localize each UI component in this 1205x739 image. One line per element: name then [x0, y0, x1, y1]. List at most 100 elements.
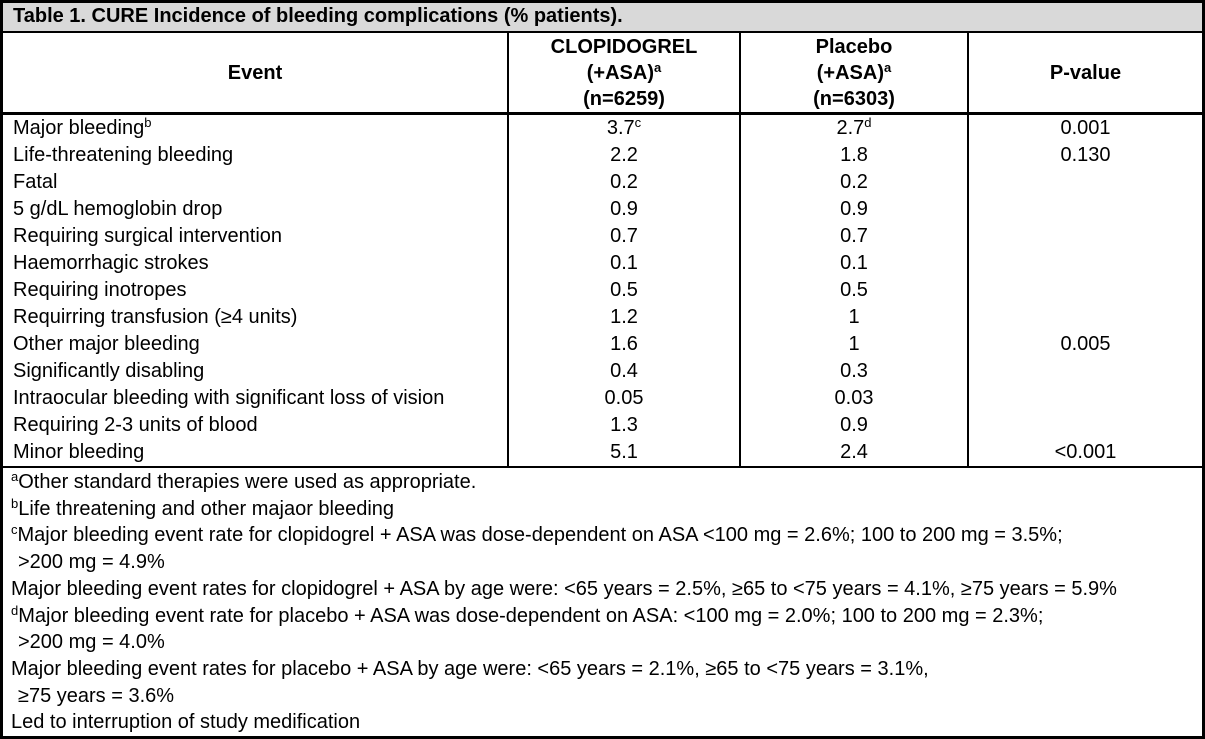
placebo-superscript: d: [864, 115, 872, 130]
placebo-value: 0.7: [840, 225, 868, 247]
footnote-text: Other standard therapies were used as ap…: [18, 471, 477, 493]
event-cell: 5 g/dL hemoglobin drop: [3, 196, 509, 223]
placebo-value: 0.03: [834, 387, 874, 409]
placebo-cell: 1.8: [741, 142, 969, 169]
footnote-line: Major bleeding event rates for placebo +…: [11, 656, 1202, 683]
footnote-line: Led to interruption of study medificatio…: [11, 709, 1202, 736]
placebo-value: 1: [848, 333, 860, 355]
event-label: Intraocular bleeding with significant lo…: [13, 387, 445, 409]
clopidogrel-cell: 5.1: [509, 439, 741, 466]
placebo-cell: 0.2: [741, 169, 969, 196]
table-row: Haemorrhagic strokes 0.1 0.1: [3, 250, 1202, 277]
clopidogrel-cell: 1.2: [509, 304, 741, 331]
footnote-line: Major bleeding event rates for clopidogr…: [11, 576, 1202, 603]
footnote-text: Major bleeding event rate for clopidogre…: [17, 524, 1063, 547]
placebo-cell: 0.5: [741, 277, 969, 304]
placebo-header-superscript: a: [884, 59, 892, 75]
event-cell: Other major bleeding: [3, 331, 509, 358]
clopidogrel-cell: 0.5: [509, 277, 741, 304]
footnotes-section: aOther standard therapies were used as a…: [3, 466, 1202, 736]
placebo-cell: 1: [741, 304, 969, 331]
footnote-superscript: c: [11, 522, 18, 538]
placebo-header-asa: (+ASA): [816, 61, 884, 84]
event-superscript: b: [144, 115, 152, 130]
clopidogrel-cell: 0.2: [509, 169, 741, 196]
clopidogrel-header-line2: (+ASA)a: [587, 60, 661, 86]
footnote-text: >200 mg = 4.9%: [18, 551, 165, 574]
clopidogrel-value: 0.4: [610, 360, 638, 382]
pvalue-value: 0.005: [1060, 333, 1111, 355]
event-cell: Fatal: [3, 169, 509, 196]
event-cell: Requiring 2-3 units of blood: [3, 412, 509, 439]
footnote-text: Led to interruption of study medificatio…: [11, 711, 361, 734]
placebo-cell: 0.1: [741, 250, 969, 277]
clopidogrel-header-asa: (+ASA): [586, 61, 654, 84]
table-row: Requiring inotropes 0.5 0.5: [3, 277, 1202, 304]
pvalue-cell: [969, 358, 1202, 385]
event-label: Life-threatening bleeding: [13, 144, 234, 166]
event-cell: Significantly disabling: [3, 358, 509, 385]
event-cell: Requirring transfusion (≥4 units): [3, 304, 509, 331]
placebo-value: 2.4: [840, 441, 868, 463]
clopidogrel-cell: 2.2: [509, 142, 741, 169]
event-label: Requirring transfusion (≥4 units): [13, 306, 298, 328]
event-cell: Life-threatening bleeding: [3, 142, 509, 169]
clopidogrel-cell: 1.6: [509, 331, 741, 358]
clopidogrel-cell: 0.05: [509, 385, 741, 412]
event-label: 5 g/dL hemoglobin drop: [13, 198, 223, 220]
placebo-cell: 0.9: [741, 412, 969, 439]
placebo-cell: 1: [741, 331, 969, 358]
event-cell: Requiring surgical intervention: [3, 223, 509, 250]
footnote-text: Life threatening and other majaor bleedi…: [18, 497, 395, 520]
event-label: Haemorrhagic strokes: [13, 252, 209, 274]
clopidogrel-value: 3.7: [606, 117, 635, 139]
event-label: Requiring 2-3 units of blood: [13, 414, 258, 436]
footnote-line: cMajor bleeding event rate for clopidogr…: [11, 522, 1202, 549]
event-column-header: Event: [3, 33, 509, 112]
pvalue-cell: 0.130: [969, 142, 1202, 169]
footnote-text: Major bleeding event rate for placebo + …: [18, 604, 1044, 627]
footnote-superscript: b: [11, 495, 19, 511]
footnote-line: dMajor bleeding event rate for placebo +…: [11, 603, 1202, 630]
footnote-line: >200 mg = 4.0%: [11, 629, 1202, 656]
pvalue-column-header: P-value: [969, 33, 1202, 112]
event-label: Requiring surgical intervention: [13, 225, 283, 247]
clopidogrel-cell: 0.1: [509, 250, 741, 277]
footnote-text: >200 mg = 4.0%: [18, 631, 165, 654]
table-row: Major bleedingb 3.7c 2.7d 0.001: [3, 115, 1202, 142]
clopidogrel-header-line1: CLOPIDOGREL: [550, 35, 698, 58]
footnote-line: bLife threatening and other majaor bleed…: [11, 496, 1202, 523]
event-label: Other major bleeding: [13, 333, 200, 355]
footnote-line: ≥75 years = 3.6%: [11, 683, 1202, 710]
table-row: Significantly disabling 0.4 0.3: [3, 358, 1202, 385]
placebo-cell: 0.9: [741, 196, 969, 223]
clopidogrel-cell: 0.4: [509, 358, 741, 385]
event-cell: Minor bleeding: [3, 439, 509, 466]
table-row: Requiring 2-3 units of blood 1.3 0.9: [3, 412, 1202, 439]
pvalue-value: 0.001: [1060, 117, 1111, 139]
table-title: Table 1. CURE Incidence of bleeding comp…: [3, 3, 1202, 33]
placebo-value: 0.9: [840, 414, 868, 436]
table-row: Other major bleeding 1.6 1 0.005: [3, 331, 1202, 358]
placebo-value: 0.3: [840, 360, 868, 382]
placebo-cell: 2.7d: [741, 115, 969, 142]
placebo-value: 0.9: [840, 198, 868, 220]
clopidogrel-superscript: c: [634, 115, 642, 130]
table-row: 5 g/dL hemoglobin drop 0.9 0.9: [3, 196, 1202, 223]
clopidogrel-header-line3: (n=6259): [583, 87, 665, 110]
event-label: Fatal: [13, 171, 58, 193]
event-label: Major bleeding: [13, 117, 145, 139]
footnote-line: aOther standard therapies were used as a…: [11, 469, 1202, 496]
clopidogrel-value: 1.2: [610, 306, 638, 328]
pvalue-header-label: P-value: [1049, 61, 1122, 84]
clopidogrel-cell: 3.7c: [509, 115, 741, 142]
placebo-header-line2: (+ASA)a: [817, 60, 891, 86]
placebo-header-line3: (n=6303): [813, 87, 895, 110]
clopidogrel-value: 1.3: [610, 414, 638, 436]
placebo-value: 0.2: [840, 171, 868, 193]
footnote-superscript: d: [11, 602, 19, 618]
placebo-value: 1: [848, 306, 860, 328]
event-cell: Requiring inotropes: [3, 277, 509, 304]
clopidogrel-value: 0.05: [604, 387, 644, 409]
